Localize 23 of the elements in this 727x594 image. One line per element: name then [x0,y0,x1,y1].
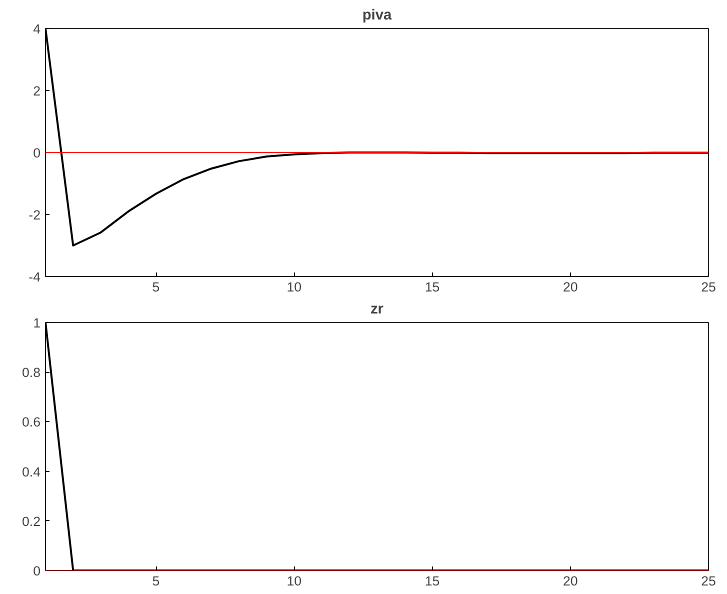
x-tick-label: 15 [424,574,440,588]
x-tick-label: 20 [562,574,578,588]
y-tick-label: -4 [28,270,42,284]
y-tick-label: 0 [33,146,41,160]
x-tick-label: 15 [424,280,440,294]
chart-title: zr [370,302,384,318]
y-tick-label: 0 [33,564,41,578]
y-tick-label: 0.8 [22,365,41,380]
y-tick-label: 0.6 [22,414,41,430]
y-tick-label: -2 [28,208,41,222]
y-tick-label: 0.2 [22,514,41,529]
x-tick-label: 10 [286,280,302,294]
y-tick-label: 2 [33,84,41,98]
y-tick-label: 4 [33,22,42,36]
chart-title: piva [362,8,393,24]
x-tick-label: 5 [152,574,160,588]
x-tick-label: 5 [152,280,160,294]
x-tick-label: 20 [562,280,578,294]
x-tick-label: 10 [286,574,302,588]
x-tick-label: 25 [701,574,716,588]
y-tick-label: 1 [33,316,41,330]
x-tick-label: 25 [701,280,716,294]
y-tick-label: 0.4 [22,464,42,480]
